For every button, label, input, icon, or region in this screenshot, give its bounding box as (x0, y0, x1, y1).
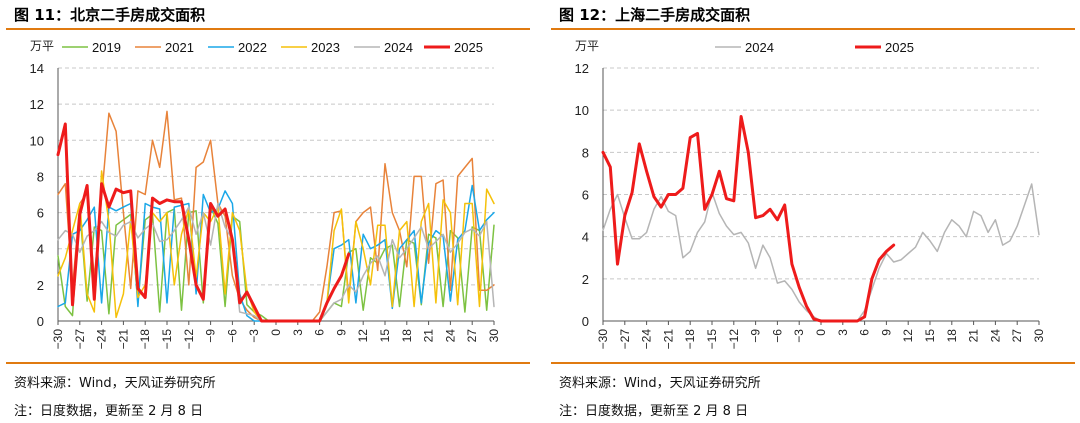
x-tick-label: 15 (378, 329, 392, 343)
bottom-rule (551, 362, 1075, 364)
x-tick-label: 21 (422, 329, 436, 343)
source-note: 资料来源：Wind，天风证券研究所 (14, 376, 216, 391)
y-tick-label: 12 (575, 61, 589, 76)
series-line-2019 (57, 206, 495, 322)
x-tick-label: 18 (400, 329, 414, 343)
x-tick-label: 15 (923, 329, 937, 343)
x-tick-label: −9 (204, 329, 218, 343)
x-tick-label: 3 (291, 329, 305, 336)
legend-label-2025: 2025 (885, 40, 914, 55)
footnote: 注：日度数据，更新至 2 月 8 日 (14, 404, 204, 419)
x-tick-label: 30 (1032, 329, 1046, 343)
footnote: 注：日度数据，更新至 2 月 8 日 (559, 404, 749, 419)
y-tick-label: 8 (582, 145, 589, 160)
x-tick-label: −3 (247, 329, 261, 343)
x-tick-label: 21 (967, 329, 981, 343)
y-tick-label: 0 (582, 314, 589, 329)
figure-panel-shanghai: 图 12：上海二手房成交面积 万平 0 2 4 6 8 10 12 −30 −27 −24 −21 −1… (545, 0, 1075, 423)
bottom-rule (6, 362, 530, 364)
x-tick-label: −15 (705, 329, 719, 350)
legend-label-2019: 2019 (92, 40, 121, 55)
x-tick-label: −3 (792, 329, 806, 343)
x-tick-label: −24 (640, 329, 654, 350)
x-tick-label: 27 (465, 329, 479, 343)
x-tick-label: 30 (487, 329, 501, 343)
y-tick-label: 12 (30, 97, 44, 112)
x-tick-label: −6 (225, 329, 239, 343)
x-tick-label: 0 (814, 329, 828, 336)
legend-label-2021: 2021 (165, 40, 194, 55)
x-tick-label: 0 (269, 329, 283, 336)
x-tick-label: −21 (116, 329, 130, 350)
x-tick-label: 27 (1010, 329, 1024, 343)
x-tick-label: 24 (988, 329, 1002, 343)
y-tick-label: 8 (37, 169, 44, 184)
x-tick-label: −12 (727, 329, 741, 350)
x-tick-label: 9 (334, 329, 348, 336)
x-tick-label: −27 (618, 329, 632, 350)
series-line-2025 (56, 122, 351, 323)
legend-label-2025: 2025 (454, 40, 483, 55)
x-tick-label: 9 (879, 329, 893, 336)
x-tick-label: −18 (683, 329, 697, 350)
y-tick-label: 14 (30, 61, 44, 76)
legend-label-2023: 2023 (311, 40, 340, 55)
x-tick-label: 6 (313, 329, 327, 336)
x-tick-label: 12 (356, 329, 370, 343)
title-rule (6, 28, 530, 30)
x-tick-label: 12 (901, 329, 915, 343)
y-tick-label: 0 (37, 314, 44, 329)
x-tick-label: 3 (836, 329, 850, 336)
series-line-2025 (601, 115, 896, 323)
y-tick-label: 4 (37, 242, 44, 257)
y-tick-label: 10 (30, 133, 44, 148)
legend-label-2024: 2024 (745, 40, 774, 55)
x-tick-label: 18 (945, 329, 959, 343)
figure-title: 图 12：上海二手房成交面积 (559, 6, 751, 24)
x-tick-label: −18 (138, 329, 152, 350)
y-tick-label: 6 (582, 188, 589, 203)
y-tick-label: 10 (575, 103, 589, 118)
x-tick-label: −30 (596, 329, 610, 350)
figure-panel-beijing: 图 11：北京二手房成交面积 万平 0 2 4 6 8 10 12 14 −30 −27 −24 −21… (0, 0, 530, 423)
legend-label-2022: 2022 (238, 40, 267, 55)
x-tick-label: −6 (770, 329, 784, 343)
title-rule (551, 28, 1075, 30)
y-tick-label: 2 (37, 278, 44, 293)
y-tick-label: 6 (37, 206, 44, 221)
legend-label-2024: 2024 (384, 40, 413, 55)
x-tick-label: −9 (749, 329, 763, 343)
x-tick-label: −27 (73, 329, 87, 350)
y-unit-label: 万平 (575, 39, 599, 53)
x-tick-label: −30 (51, 329, 65, 350)
y-tick-label: 2 (582, 272, 589, 287)
x-tick-label: −12 (182, 329, 196, 350)
source-note: 资料来源：Wind，天风证券研究所 (559, 376, 761, 391)
y-unit-label: 万平 (30, 39, 54, 53)
x-tick-label: −24 (95, 329, 109, 350)
y-tick-label: 4 (582, 230, 589, 245)
x-tick-label: −21 (661, 329, 675, 350)
x-tick-label: −15 (160, 329, 174, 350)
series-line-2024 (602, 183, 1040, 322)
x-tick-label: 6 (858, 329, 872, 336)
figure-title: 图 11：北京二手房成交面积 (14, 6, 206, 24)
x-tick-label: 24 (443, 329, 457, 343)
